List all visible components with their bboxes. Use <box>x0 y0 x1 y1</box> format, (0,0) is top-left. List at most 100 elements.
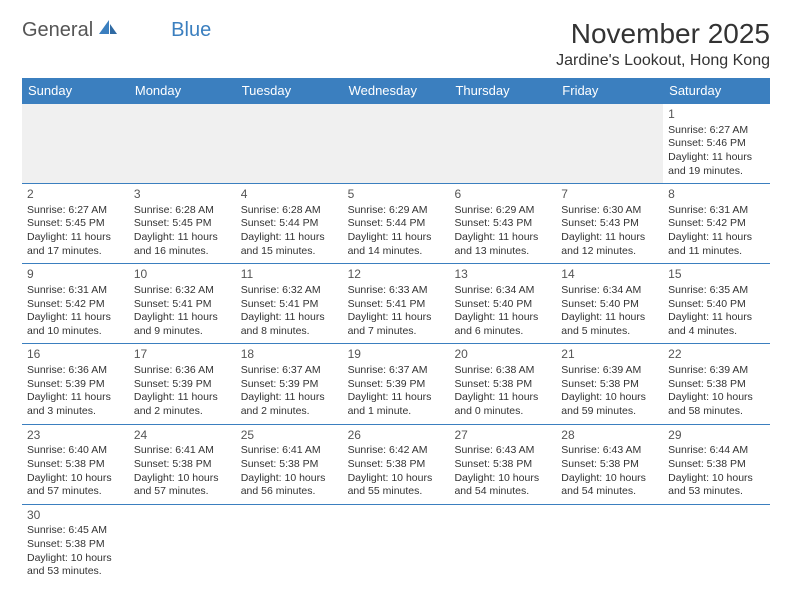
day-cell: 21Sunrise: 6:39 AMSunset: 5:38 PMDayligh… <box>556 344 663 423</box>
sunset-text: Sunset: 5:38 PM <box>27 538 124 552</box>
day-cell <box>663 505 770 584</box>
day-number: 5 <box>348 187 445 203</box>
day-cell: 16Sunrise: 6:36 AMSunset: 5:39 PMDayligh… <box>22 344 129 423</box>
sunset-text: Sunset: 5:38 PM <box>241 458 338 472</box>
sunset-text: Sunset: 5:39 PM <box>134 378 231 392</box>
sunrise-text: Sunrise: 6:37 AM <box>348 364 445 378</box>
sunset-text: Sunset: 5:38 PM <box>348 458 445 472</box>
day-number: 12 <box>348 267 445 283</box>
daylight-text: Daylight: 10 hours and 56 minutes. <box>241 472 338 499</box>
day-number: 11 <box>241 267 338 283</box>
daylight-text: Daylight: 10 hours and 59 minutes. <box>561 391 658 418</box>
daylight-text: Daylight: 10 hours and 58 minutes. <box>668 391 765 418</box>
day-number: 20 <box>454 347 551 363</box>
sunrise-text: Sunrise: 6:40 AM <box>27 444 124 458</box>
day-cell: 24Sunrise: 6:41 AMSunset: 5:38 PMDayligh… <box>129 425 236 504</box>
daylight-text: Daylight: 10 hours and 54 minutes. <box>561 472 658 499</box>
daylight-text: Daylight: 11 hours and 8 minutes. <box>241 311 338 338</box>
day-cell: 26Sunrise: 6:42 AMSunset: 5:38 PMDayligh… <box>343 425 450 504</box>
sunset-text: Sunset: 5:45 PM <box>134 217 231 231</box>
day-cell <box>343 104 450 183</box>
daylight-text: Daylight: 11 hours and 7 minutes. <box>348 311 445 338</box>
day-cell <box>343 505 450 584</box>
day-cell: 6Sunrise: 6:29 AMSunset: 5:43 PMDaylight… <box>449 184 556 263</box>
weekday-header: Saturday <box>663 78 770 104</box>
day-cell: 28Sunrise: 6:43 AMSunset: 5:38 PMDayligh… <box>556 425 663 504</box>
day-number: 1 <box>668 107 765 123</box>
sunset-text: Sunset: 5:38 PM <box>134 458 231 472</box>
sunrise-text: Sunrise: 6:36 AM <box>134 364 231 378</box>
day-cell <box>236 505 343 584</box>
sunset-text: Sunset: 5:38 PM <box>561 378 658 392</box>
day-number: 2 <box>27 187 124 203</box>
daylight-text: Daylight: 11 hours and 16 minutes. <box>134 231 231 258</box>
sunrise-text: Sunrise: 6:30 AM <box>561 204 658 218</box>
sunset-text: Sunset: 5:40 PM <box>454 298 551 312</box>
day-number: 10 <box>134 267 231 283</box>
day-number: 21 <box>561 347 658 363</box>
sunrise-text: Sunrise: 6:32 AM <box>241 284 338 298</box>
day-number: 25 <box>241 428 338 444</box>
day-number: 13 <box>454 267 551 283</box>
day-cell: 23Sunrise: 6:40 AMSunset: 5:38 PMDayligh… <box>22 425 129 504</box>
daylight-text: Daylight: 11 hours and 2 minutes. <box>241 391 338 418</box>
day-number: 29 <box>668 428 765 444</box>
day-cell: 9Sunrise: 6:31 AMSunset: 5:42 PMDaylight… <box>22 264 129 343</box>
sunrise-text: Sunrise: 6:32 AM <box>134 284 231 298</box>
day-number: 24 <box>134 428 231 444</box>
day-cell: 25Sunrise: 6:41 AMSunset: 5:38 PMDayligh… <box>236 425 343 504</box>
sunrise-text: Sunrise: 6:41 AM <box>134 444 231 458</box>
sunrise-text: Sunrise: 6:37 AM <box>241 364 338 378</box>
daylight-text: Daylight: 10 hours and 53 minutes. <box>27 552 124 579</box>
title-block: November 2025 Jardine's Lookout, Hong Ko… <box>556 18 770 70</box>
sunset-text: Sunset: 5:41 PM <box>348 298 445 312</box>
day-cell: 15Sunrise: 6:35 AMSunset: 5:40 PMDayligh… <box>663 264 770 343</box>
sunrise-text: Sunrise: 6:31 AM <box>668 204 765 218</box>
daylight-text: Daylight: 10 hours and 54 minutes. <box>454 472 551 499</box>
day-cell: 20Sunrise: 6:38 AMSunset: 5:38 PMDayligh… <box>449 344 556 423</box>
daylight-text: Daylight: 11 hours and 1 minute. <box>348 391 445 418</box>
day-number: 23 <box>27 428 124 444</box>
sunrise-text: Sunrise: 6:42 AM <box>348 444 445 458</box>
day-cell: 1Sunrise: 6:27 AMSunset: 5:46 PMDaylight… <box>663 104 770 183</box>
daylight-text: Daylight: 11 hours and 10 minutes. <box>27 311 124 338</box>
sunset-text: Sunset: 5:44 PM <box>348 217 445 231</box>
sunset-text: Sunset: 5:41 PM <box>241 298 338 312</box>
daylight-text: Daylight: 10 hours and 55 minutes. <box>348 472 445 499</box>
daylight-text: Daylight: 11 hours and 11 minutes. <box>668 231 765 258</box>
day-cell <box>236 104 343 183</box>
day-number: 4 <box>241 187 338 203</box>
day-cell <box>129 104 236 183</box>
sunset-text: Sunset: 5:39 PM <box>241 378 338 392</box>
day-cell: 19Sunrise: 6:37 AMSunset: 5:39 PMDayligh… <box>343 344 450 423</box>
sunset-text: Sunset: 5:44 PM <box>241 217 338 231</box>
daylight-text: Daylight: 10 hours and 57 minutes. <box>27 472 124 499</box>
daylight-text: Daylight: 10 hours and 57 minutes. <box>134 472 231 499</box>
weekday-header: Monday <box>129 78 236 104</box>
sunset-text: Sunset: 5:38 PM <box>27 458 124 472</box>
weekday-header: Thursday <box>449 78 556 104</box>
day-cell <box>556 505 663 584</box>
day-cell <box>22 104 129 183</box>
sunset-text: Sunset: 5:41 PM <box>134 298 231 312</box>
daylight-text: Daylight: 11 hours and 12 minutes. <box>561 231 658 258</box>
page-header: General Blue November 2025 Jardine's Loo… <box>22 18 770 70</box>
sunrise-text: Sunrise: 6:39 AM <box>668 364 765 378</box>
week-row: 16Sunrise: 6:36 AMSunset: 5:39 PMDayligh… <box>22 344 770 424</box>
day-number: 3 <box>134 187 231 203</box>
sunset-text: Sunset: 5:46 PM <box>668 137 765 151</box>
sunrise-text: Sunrise: 6:39 AM <box>561 364 658 378</box>
daylight-text: Daylight: 11 hours and 19 minutes. <box>668 151 765 178</box>
day-cell: 22Sunrise: 6:39 AMSunset: 5:38 PMDayligh… <box>663 344 770 423</box>
day-cell <box>129 505 236 584</box>
sunset-text: Sunset: 5:38 PM <box>668 458 765 472</box>
sunset-text: Sunset: 5:45 PM <box>27 217 124 231</box>
daylight-text: Daylight: 11 hours and 5 minutes. <box>561 311 658 338</box>
day-number: 28 <box>561 428 658 444</box>
sunset-text: Sunset: 5:42 PM <box>27 298 124 312</box>
calendar: SundayMondayTuesdayWednesdayThursdayFrid… <box>22 78 770 584</box>
daylight-text: Daylight: 10 hours and 53 minutes. <box>668 472 765 499</box>
daylight-text: Daylight: 11 hours and 4 minutes. <box>668 311 765 338</box>
day-cell: 12Sunrise: 6:33 AMSunset: 5:41 PMDayligh… <box>343 264 450 343</box>
day-cell: 2Sunrise: 6:27 AMSunset: 5:45 PMDaylight… <box>22 184 129 263</box>
